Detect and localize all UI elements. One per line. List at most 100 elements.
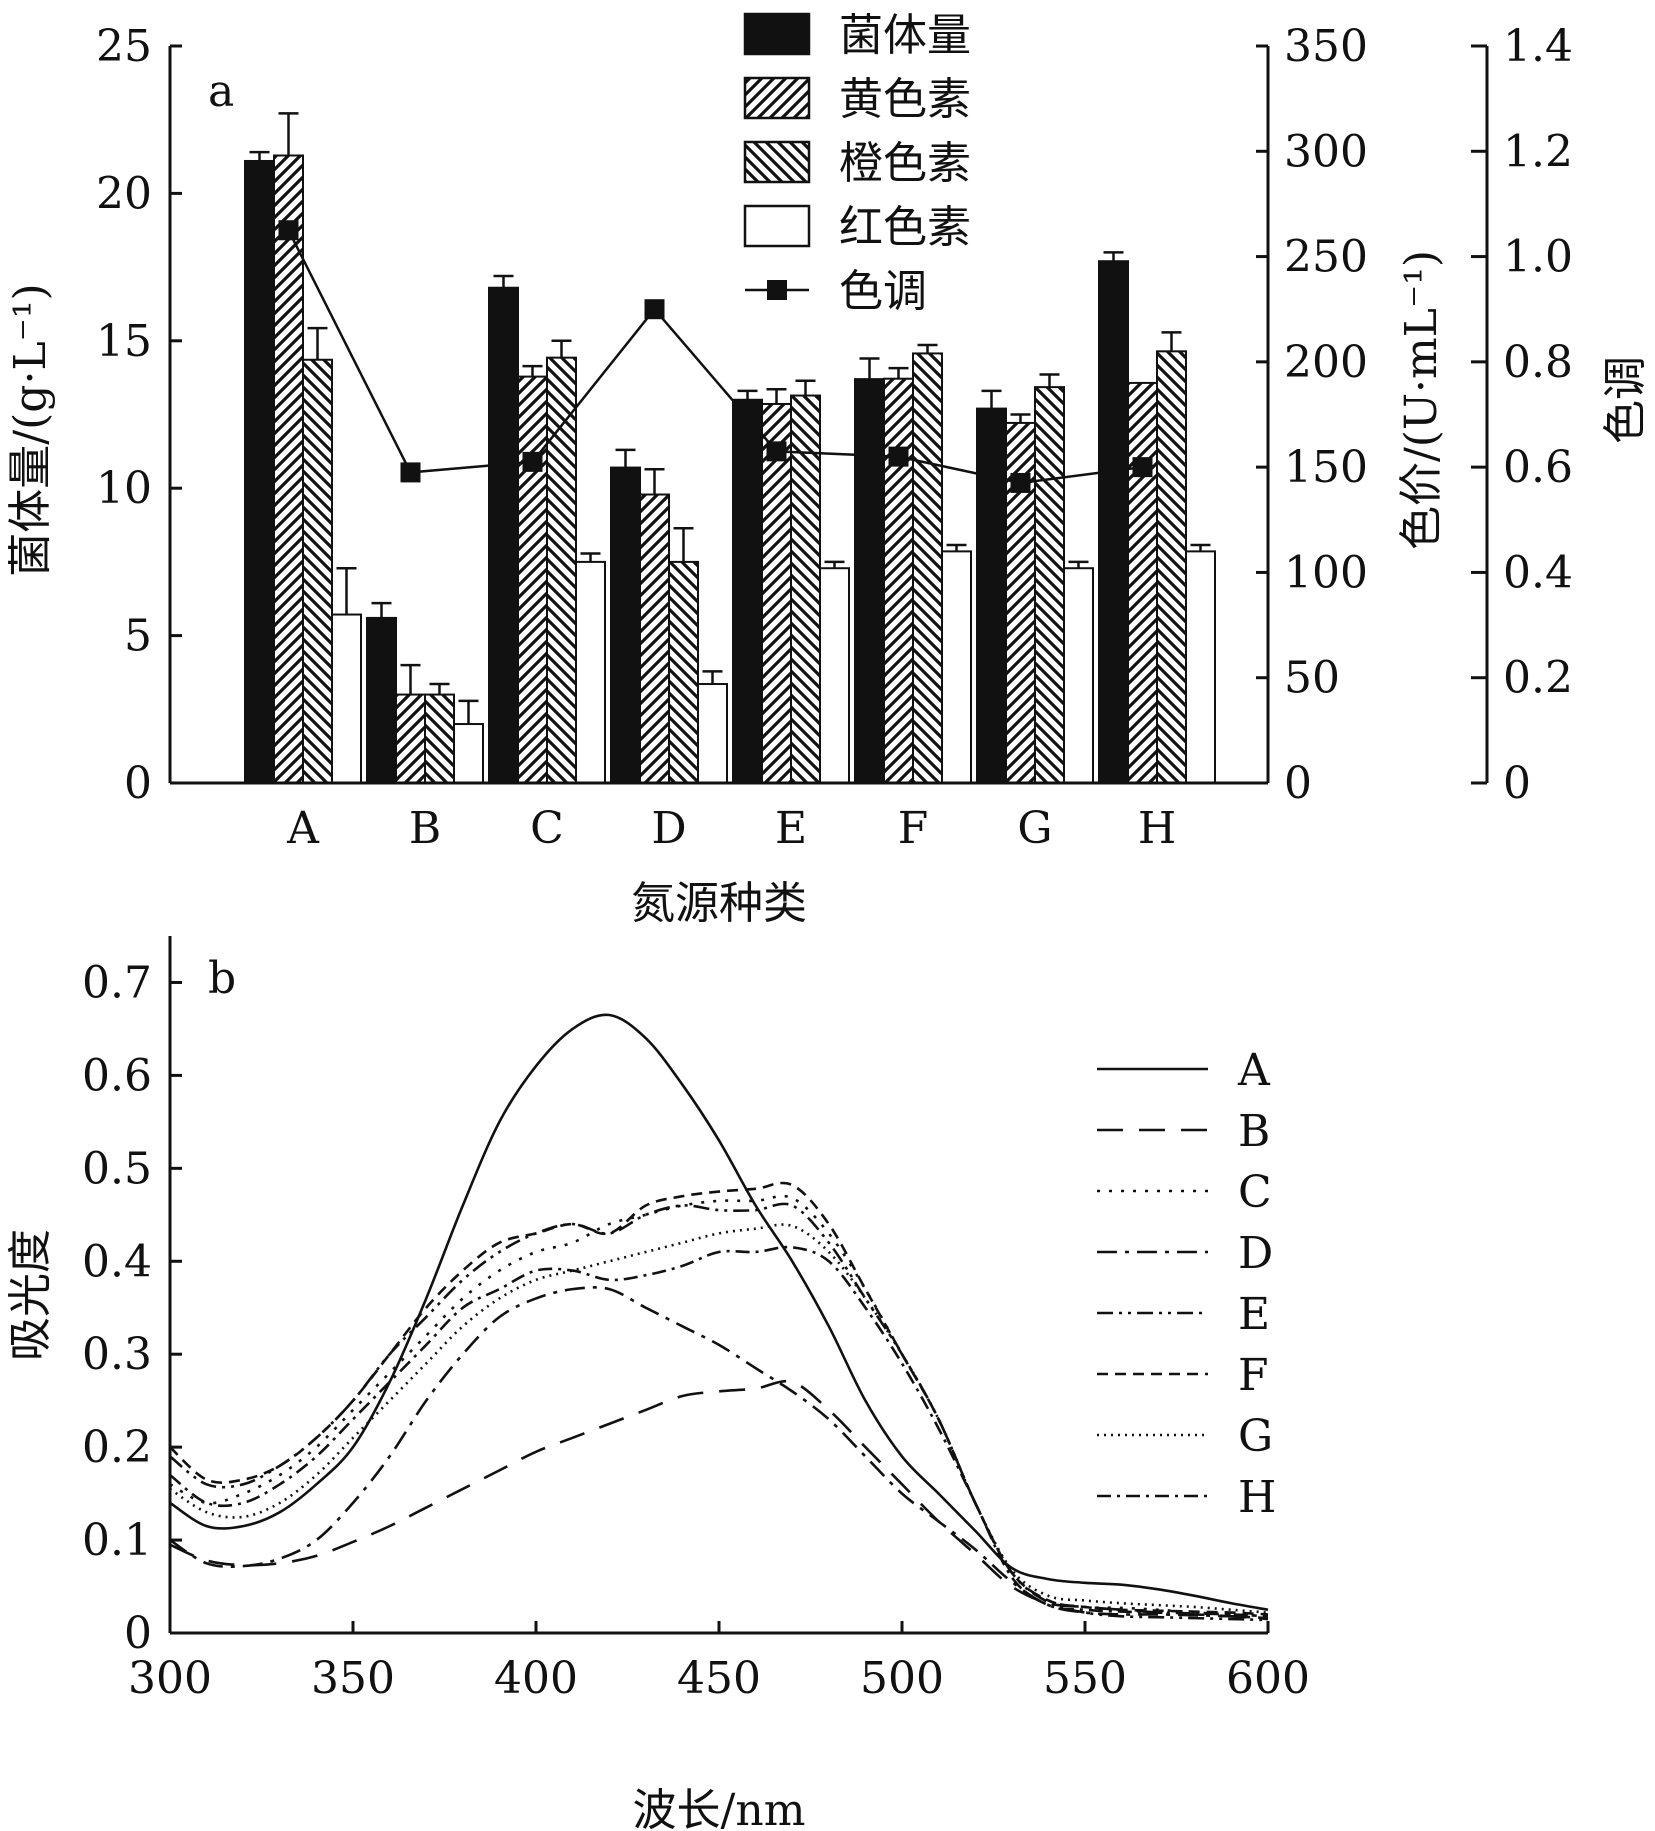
bar-red-pigment-A [331,613,362,784]
b-y-tick-label: 0 [124,1608,152,1659]
bar-orange-pigment-G [1034,386,1065,784]
a-far-right-tick-label: 0.8 [1503,337,1573,388]
hue-marker-H [1132,457,1153,478]
legend-swatch-hue-marker [767,280,787,300]
a-x-tick-label: G [1017,803,1052,854]
b-x-tick-label: 450 [677,1653,761,1704]
spectrum-line-F [169,1181,1269,1616]
panel-a-right-axis-title-hue: 色调 [1600,356,1651,444]
legend-label-A: A [1237,1045,1271,1096]
legend-label-yellow-pigment: 黄色素 [839,74,971,125]
a-left-tick-label: 10 [96,463,152,514]
panel-a-left-axis-title: 菌体量/(g·L⁻¹) [5,283,56,576]
legend-label-E: E [1238,1289,1270,1340]
bar-red-pigment-D [697,683,728,785]
bar-red-pigment-B [453,723,484,784]
legend-label-B: B [1238,1106,1270,1157]
hue-marker-F [888,446,909,467]
legend-label-biomass: 菌体量 [839,10,971,61]
spectrum-line-H [169,1245,1269,1618]
legend-label-F: F [1238,1350,1269,1401]
a-x-tick-label: C [530,803,564,854]
legend-label-C: C [1238,1167,1272,1218]
bar-yellow-pigment-C [517,375,548,784]
panel-b-plot-area [169,1013,1269,1622]
a-left-tick-label: 0 [124,758,152,809]
a-x-tick-label: D [651,803,686,854]
a-far-right-tick-label: 1.4 [1503,21,1573,72]
panel-b: b 0 0.1 0.2 0.3 0.4 0.5 0.6 0.7 300 350 400 450 500 5… [5,936,1310,1831]
bar-biomass-C [488,286,519,784]
panel-b-axes: 0 0.1 0.2 0.3 0.4 0.5 0.6 0.7 300 350 400 450 500 550… [82,936,1310,1704]
legend-swatch-biomass [743,12,811,56]
bar-biomass-D [610,466,641,784]
bar-orange-pigment-E [790,394,821,784]
panel-a-right-axis-title-color-value: 色价/(U·mL⁻¹) [1396,250,1447,550]
b-x-tick-label: 350 [311,1653,395,1704]
bar-orange-pigment-F [912,352,943,784]
spectrum-line-E [169,1202,1269,1622]
a-right-tick-label: 200 [1284,337,1368,388]
a-x-tick-label: E [775,803,807,854]
spectrum-line-G [169,1223,1269,1614]
a-far-right-tick-label: 0 [1503,758,1531,809]
a-left-tick-label: 15 [96,316,152,367]
legend-label-orange-pigment: 橙色素 [839,138,971,189]
b-x-tick-label: 550 [1043,1653,1127,1704]
bar-red-pigment-H [1185,550,1216,784]
bar-red-pigment-C [575,560,606,785]
bar-red-pigment-G [1063,567,1094,785]
b-y-tick-label: 0.7 [82,957,152,1008]
a-far-right-tick-label: 1.2 [1503,126,1573,177]
a-right-tick-label: 300 [1284,126,1368,177]
a-far-right-tick-label: 0.4 [1503,547,1573,598]
a-right-tick-label: 50 [1284,653,1340,704]
hue-marker-A [278,220,299,241]
panel-a-plot-area [244,112,1216,785]
legend-label-H: H [1238,1472,1276,1523]
spectrum-line-B [169,1379,1269,1621]
legend-label-D: D [1238,1228,1273,1279]
bar-biomass-H [1098,260,1129,785]
a-left-tick-label: 20 [96,168,152,219]
bar-yellow-pigment-B [395,693,426,784]
legend-label-G: G [1238,1411,1273,1462]
bar-yellow-pigment-F [883,377,914,784]
bar-orange-pigment-B [424,693,455,784]
bar-biomass-B [366,616,397,784]
hue-marker-D [644,299,665,320]
b-y-tick-label: 0.2 [82,1422,152,1473]
spectrum-line-C [169,1194,1269,1618]
legend-swatch-red-pigment [743,204,811,248]
bar-yellow-pigment-H [1127,381,1158,784]
a-right-tick-label: 150 [1284,442,1368,493]
bar-biomass-E [732,398,763,784]
b-y-tick-label: 0.3 [82,1329,152,1380]
hue-marker-G [1010,472,1031,493]
b-y-tick-label: 0.5 [82,1143,152,1194]
hue-marker-B [400,462,421,483]
a-x-tick-label: B [409,803,441,854]
b-x-tick-label: 600 [1226,1653,1310,1704]
bar-orange-pigment-C [546,356,577,784]
a-left-tick-label: 5 [124,611,152,662]
panel-b-letter: b [208,953,236,1004]
bar-orange-pigment-D [668,560,699,785]
legend-label-hue: 色调 [839,266,927,317]
legend-swatch-orange-pigment [743,140,811,184]
hue-line [287,229,1143,485]
panel-a-x-axis-title: 氮源种类 [631,878,807,929]
bar-biomass-F [854,378,885,784]
a-far-right-tick-label: 0.6 [1503,442,1573,493]
legend-label-red-pigment: 红色素 [839,202,971,253]
a-far-right-tick-label: 0.2 [1503,653,1573,704]
b-x-tick-label: 400 [494,1653,578,1704]
bar-biomass-A [244,159,275,785]
hue-marker-C [522,451,543,472]
panel-a: a 051015202505010015020025030035000.20.4… [5,10,1651,929]
panel-a-axes: 051015202505010015020025030035000.20.40.… [96,21,1573,854]
spectrum-line-A [169,1013,1269,1612]
